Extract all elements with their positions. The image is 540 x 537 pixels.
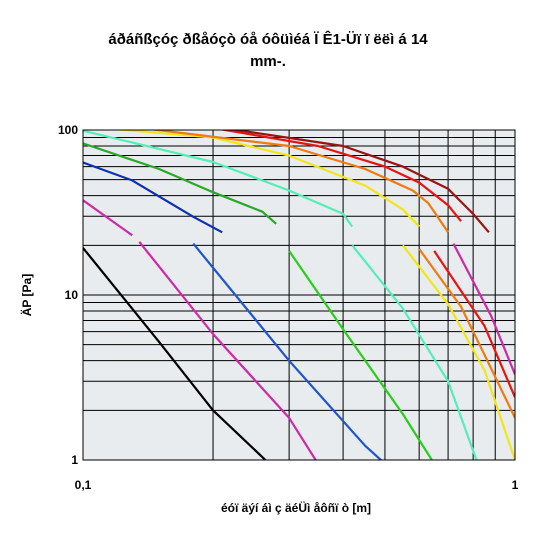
- series-line-9: [351, 244, 478, 460]
- x-tick-label: 0,1: [75, 478, 92, 492]
- series-line-4: [83, 161, 223, 234]
- y-axis-label: ÄP [Pa]: [19, 274, 34, 316]
- x-axis-label: éóï äýí áì ç äéÜì åôñï ò [m]: [221, 500, 371, 515]
- series-line-5: [192, 242, 383, 460]
- chart-title-line-1: áðáñßçóç ðßåóçò óå óôüìéá Ï Ê1-Üï ï ëëì …: [108, 30, 428, 48]
- y-tick-label: 10: [65, 288, 79, 302]
- series-line-16: [228, 130, 490, 234]
- plot-frame: [82, 129, 516, 461]
- series-line-8: [83, 130, 354, 228]
- chart-title-line-2: mm-.: [250, 53, 286, 70]
- series-line-13: [418, 248, 515, 419]
- series-line-3: [138, 241, 317, 460]
- x-tick-label: 1: [512, 478, 519, 492]
- tick-labels: 1 10 100 0,1 1: [58, 123, 519, 492]
- series-line-1: [83, 247, 267, 460]
- gridlines: [83, 129, 516, 460]
- series-line-15: [433, 250, 515, 398]
- series-lines: [83, 130, 515, 460]
- series-line-10: [117, 130, 420, 228]
- series-line-11: [401, 244, 515, 460]
- series-line-6: [83, 142, 277, 225]
- series-line-14: [218, 130, 462, 222]
- series-line-12: [148, 130, 450, 233]
- series-line-2: [83, 199, 133, 237]
- series-line-17: [452, 243, 515, 375]
- y-tick-label: 1: [71, 453, 78, 467]
- y-tick-label: 100: [58, 123, 78, 137]
- series-line-7: [288, 250, 434, 460]
